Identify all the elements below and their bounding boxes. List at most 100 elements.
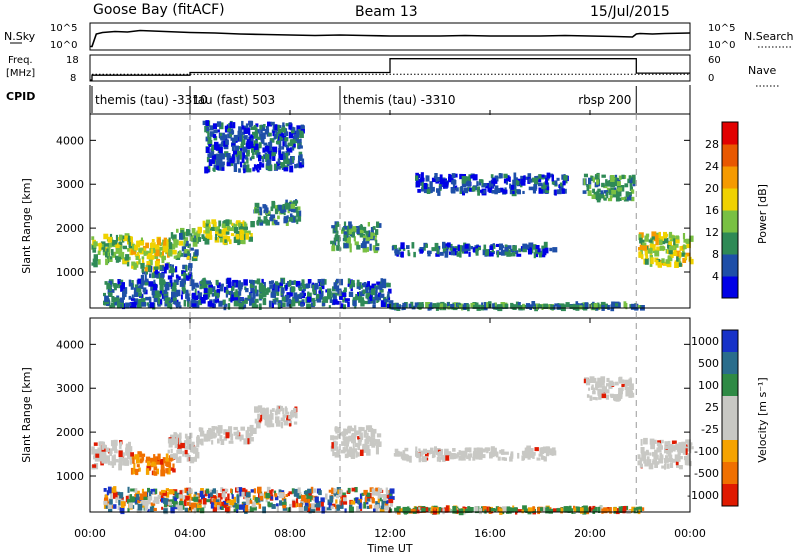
heatmap-cell [385, 494, 390, 499]
heatmap-cell [488, 180, 492, 188]
heatmap-cell [630, 196, 635, 202]
heatmap-cell [296, 163, 301, 168]
heatmap-cell [156, 468, 159, 475]
heatmap-cell [619, 376, 623, 384]
heatmap-cell [432, 450, 436, 458]
heatmap-cell [93, 241, 98, 246]
heatmap-cell [299, 132, 304, 138]
heatmap-cell [366, 492, 371, 497]
heatmap-cell [474, 506, 479, 512]
heatmap-cell [406, 245, 410, 249]
heatmap-cell [265, 163, 269, 169]
heatmap-cell [431, 304, 437, 308]
heatmap-cell [339, 502, 344, 509]
velocity-ylabel: Slant Range [km] [20, 367, 33, 463]
heatmap-cell [121, 251, 125, 259]
heatmap-cell [653, 234, 659, 242]
heatmap-cell [285, 159, 290, 165]
heatmap-cell [528, 242, 534, 249]
heatmap-cell [112, 445, 117, 451]
heatmap-cell [265, 497, 268, 503]
heatmap-cell [332, 443, 337, 451]
heatmap-cell [145, 271, 148, 275]
heatmap-cell [134, 244, 139, 251]
heatmap-cell [242, 146, 248, 153]
heatmap-cell [664, 447, 668, 454]
heatmap-cell [668, 454, 673, 462]
heatmap-cell [624, 380, 630, 387]
heatmap-cell [211, 155, 217, 162]
heatmap-cell [253, 488, 257, 494]
heatmap-cell [107, 236, 113, 243]
heatmap-cell [151, 239, 155, 243]
heatmap-cell [220, 439, 225, 445]
heatmap-cell [439, 456, 442, 463]
heatmap-cell [307, 488, 312, 494]
heatmap-cell [666, 450, 671, 455]
heatmap-cell [179, 500, 184, 507]
heatmap-cell [233, 431, 239, 436]
heatmap-cell [385, 300, 388, 307]
heatmap-cell [365, 230, 369, 234]
heatmap-cell [281, 146, 285, 150]
heatmap-cell [350, 434, 356, 441]
heatmap-cell [239, 229, 244, 235]
heatmap-cell [176, 275, 180, 282]
heatmap-cell [420, 172, 424, 179]
heatmap-cell [506, 506, 511, 511]
heatmap-cell [254, 208, 259, 214]
heatmap-cell [168, 462, 172, 470]
heatmap-cell [597, 188, 601, 192]
heatmap-cell [388, 297, 391, 301]
heatmap-cell [537, 248, 541, 253]
heatmap-cell [445, 455, 450, 461]
heatmap-cell [245, 149, 250, 154]
heatmap-cell [242, 229, 247, 236]
heatmap-cell [287, 148, 291, 156]
heatmap-cell [211, 145, 215, 152]
heatmap-cell [301, 279, 305, 286]
heatmap-cell [221, 167, 225, 171]
heatmap-cell [357, 291, 361, 297]
heatmap-cell [548, 508, 553, 514]
heatmap-cell [136, 252, 140, 256]
heatmap-cell [658, 239, 663, 245]
heatmap-cell [199, 282, 203, 289]
heatmap-cell [227, 493, 230, 501]
heatmap-cell [671, 458, 676, 463]
velocity-colorbar-swatch [722, 330, 738, 353]
heatmap-cell [610, 180, 615, 188]
heatmap-cell [468, 251, 471, 257]
heatmap-cell [492, 303, 495, 309]
x-tick-label: 00:00 [74, 527, 106, 540]
heatmap-cell [618, 396, 621, 401]
heatmap-cell [261, 138, 265, 144]
heatmap-cell [629, 182, 633, 187]
heatmap-cell [142, 491, 148, 497]
heatmap-cell [163, 289, 168, 295]
heatmap-cell [179, 305, 182, 309]
heatmap-cell [287, 282, 290, 287]
heatmap-cell [174, 287, 177, 293]
heatmap-cell [392, 244, 397, 249]
heatmap-cell [148, 281, 154, 287]
heatmap-cell [176, 494, 181, 498]
heatmap-cell [109, 284, 112, 291]
heatmap-cell [252, 167, 255, 172]
heatmap-cell [388, 508, 391, 513]
heatmap-cell [532, 303, 536, 307]
y-tick-label: 4000 [56, 338, 84, 351]
heatmap-cell [185, 275, 189, 279]
heatmap-cell [504, 303, 509, 309]
heatmap-cell [632, 177, 636, 184]
heatmap-cell [355, 294, 358, 301]
heatmap-cell [384, 505, 390, 511]
heatmap-cell [604, 303, 608, 309]
heatmap-cell [117, 280, 121, 284]
heatmap-cell [528, 248, 533, 255]
heatmap-cell [176, 289, 181, 297]
heatmap-cell [289, 213, 293, 218]
heatmap-cell [397, 451, 403, 457]
heatmap-cell [315, 293, 320, 299]
